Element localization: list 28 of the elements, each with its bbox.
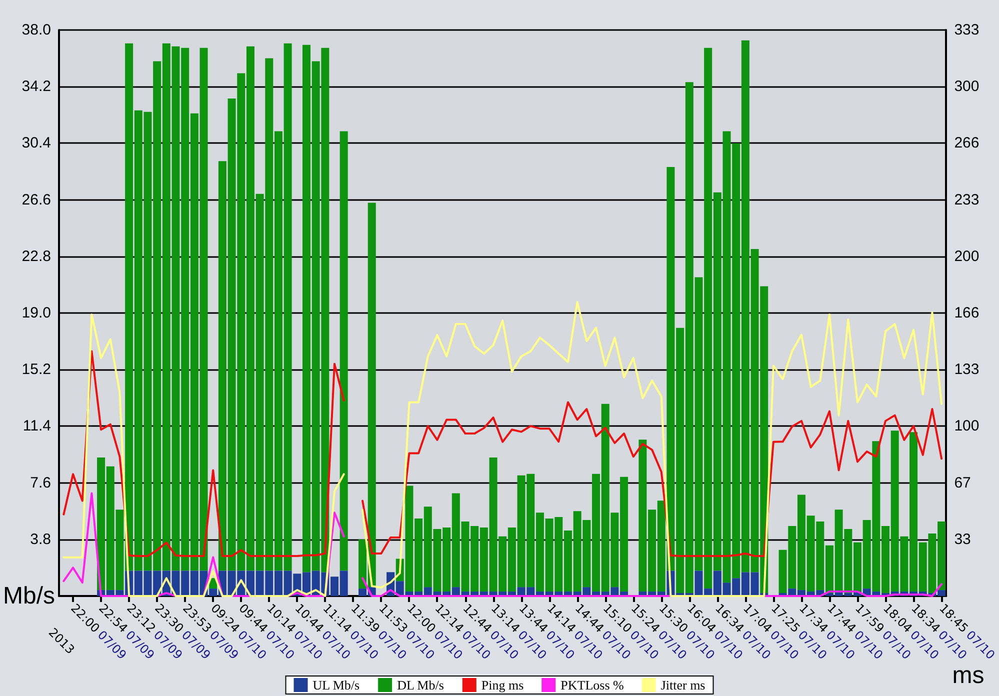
y2-tick-label: 166 [954, 304, 980, 322]
y2-tick-label: 133 [954, 361, 980, 378]
y-axis-title: Mb/s [2, 582, 56, 610]
y2-tick-label: 67 [954, 474, 971, 492]
legend-label: Ping ms [481, 678, 524, 692]
legend-label: UL Mb/s [312, 678, 360, 692]
y-tick-label: 7.6 [30, 474, 52, 492]
y-tick-label: 34.2 [22, 78, 52, 96]
y-tick-label: 22.8 [22, 248, 52, 265]
y-tick-label: 11.4 [22, 418, 52, 435]
y2-axis-title: ms [952, 662, 984, 690]
y2-tick-label: 333 [954, 22, 980, 38]
legend-label: PKTLoss % [560, 678, 624, 692]
y-tick-label: 19.0 [22, 304, 52, 322]
bar [340, 131, 348, 571]
legend-label: Jitter ms [660, 678, 706, 692]
y-tick-label: 15.2 [22, 361, 52, 378]
y-tick-label: 30.4 [22, 134, 52, 152]
y-tick-label: 38.0 [22, 22, 52, 38]
y2-tick-label: 233 [954, 191, 980, 208]
y2-tick-label: 33 [954, 530, 971, 548]
y2-tick-label: 266 [954, 134, 980, 152]
y2-tick-label: 100 [954, 418, 980, 435]
legend-label: DL Mb/s [397, 678, 444, 692]
y2-tick-label: 300 [954, 78, 980, 96]
y-tick-label: 3.8 [30, 530, 52, 548]
y-tick-label: 26.6 [22, 191, 52, 208]
y2-tick-label: 200 [954, 248, 980, 265]
